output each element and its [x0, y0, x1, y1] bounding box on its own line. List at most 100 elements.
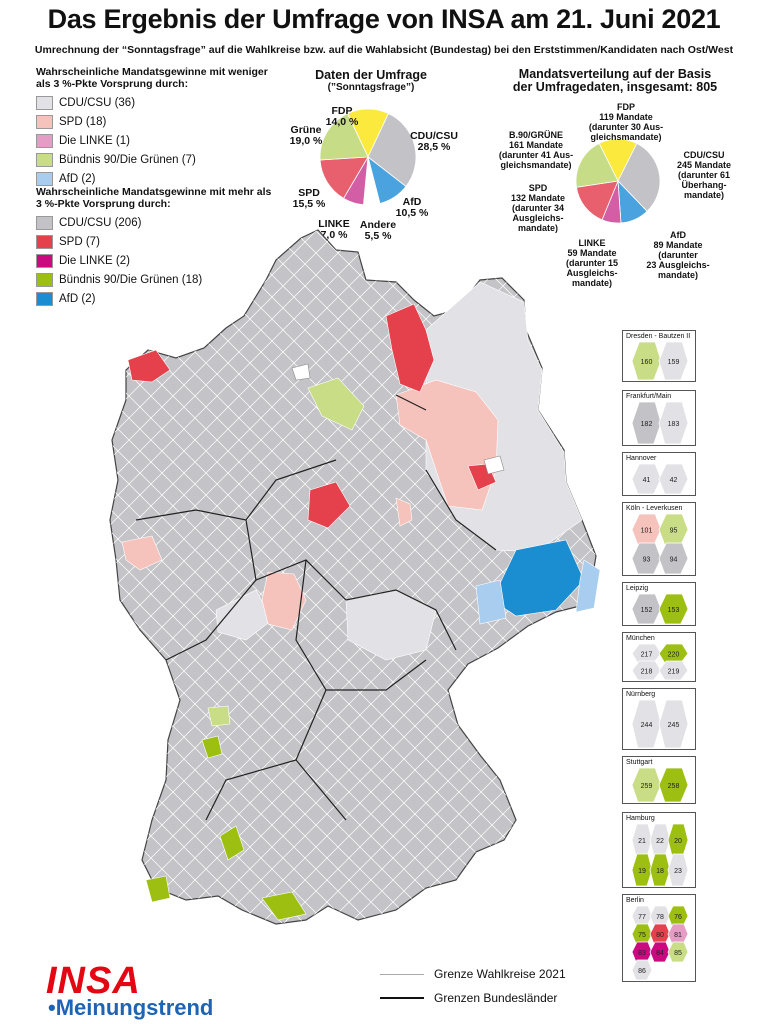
seats-slice-spd [576, 180, 619, 221]
poll-label-gruene: Grüne 19,0 % [289, 124, 323, 147]
inset-label: Leipzig [626, 585, 649, 592]
seats-pie-title: Mandatsverteilung auf der Basis der Umfr… [512, 67, 718, 94]
inset-dresden-bautzen-ii: 160 159 Dresden - Bautzen II [622, 330, 696, 382]
spd-dark-ostfriesland [127, 349, 171, 383]
inset-k-ln-leverkusen: 101 95 93 94 Köln - Leverkusen [622, 502, 696, 576]
poll-label-fdp: FDP 14,0 % [325, 105, 359, 128]
legend-swatch [36, 133, 53, 148]
seats-pie-chart [576, 139, 660, 223]
inset-map: 182 183 [631, 401, 689, 445]
legend-item-label: Bündnis 90/Die Grünen (7) [59, 153, 196, 166]
inset-district-number: 86 [638, 968, 646, 975]
germany-constituency-map [109, 229, 601, 925]
city-white-region [291, 363, 311, 381]
gruene-dark-freiburg [145, 875, 171, 903]
legend-state-border-label: Grenzen Bundesländer [434, 991, 558, 1005]
legend-item-label: AfD (2) [59, 292, 96, 305]
legend-item: Die LINKE (1) [36, 131, 276, 150]
inset-label: Hamburg [626, 815, 655, 822]
afd-light-saxony-west [475, 579, 507, 625]
poll-label-spd: SPD 15,5 % [292, 187, 326, 210]
inset-leipzig: 152 153 Leipzig [622, 582, 696, 626]
spd-dark-lowersaxony [307, 481, 351, 529]
poll-pie-chart [320, 109, 416, 205]
inset-district-number: 20 [674, 838, 682, 845]
legend-swatch [36, 114, 53, 129]
inset-district-number: 217 [641, 652, 653, 659]
legend-state-border: Grenzen Bundesländer [380, 991, 557, 1005]
inset-hannover: 41 42 Hannover [622, 452, 696, 496]
inset-map: 152 153 [631, 593, 689, 625]
inset-n-rnberg: 244 245 Nürnberg [622, 688, 696, 750]
inset-district-number: 21 [638, 838, 646, 845]
inset-label: Nürnberg [626, 691, 656, 698]
insa-logo: INSA [46, 960, 141, 1002]
inset-district-number: 85 [674, 950, 682, 957]
inset-district-number: 76 [674, 914, 682, 921]
legend-item: CDU/CSU (36) [36, 93, 276, 112]
inset-district-number: 258 [668, 783, 680, 790]
inset-district-number: 75 [638, 932, 646, 939]
spd-light-lowersaxony [395, 497, 413, 527]
inset-label: Frankfurt/Main [626, 393, 672, 400]
gruene-light-lowersaxony [307, 377, 365, 431]
legend-constituency-border: Grenze Wahlkreise 2021 [380, 967, 566, 981]
inset-map: 41 42 [631, 463, 689, 495]
gruene-dark-stuttgart-area [219, 825, 245, 861]
gruene-dark-bodensee [261, 891, 307, 921]
insa-logo-subtitle: •Meinungstrend [48, 995, 214, 1020]
inset-district-number: 160 [641, 359, 653, 366]
spd-light-nrw [121, 535, 163, 571]
legend-item: Bündnis 90/Die Grünen (18) [36, 270, 276, 289]
inset-district-number: 81 [674, 932, 682, 939]
spd-dark-mecklenburg [385, 303, 435, 393]
inset-district [658, 341, 689, 381]
inset-district [658, 513, 689, 546]
inset-district [658, 463, 689, 495]
inset-district-number: 80 [656, 932, 664, 939]
legend-item-label: SPD (7) [59, 235, 100, 248]
hesse-cdu-light-region [215, 589, 273, 641]
inset-frankfurt-main: 182 183 Frankfurt/Main [622, 390, 696, 446]
legend-swatch [36, 95, 53, 110]
legend-weak-heading: Wahrscheinliche Mandatsgewinne mit wenig… [36, 66, 268, 90]
inset-district-number: 259 [641, 783, 653, 790]
poll-label-andere: Andere 5,5 % [359, 219, 397, 242]
legend-item-label: AfD (2) [59, 172, 96, 185]
inset-hamburg: 21 22 20 19 18 23 Hamburg [622, 812, 696, 888]
inset-district-number: 101 [641, 528, 653, 535]
afd-light-saxony-east [575, 559, 601, 613]
inset-district-number: 218 [641, 669, 653, 676]
inset-district-number: 152 [641, 607, 653, 614]
legend-swatch [36, 152, 53, 167]
legend-item-label: CDU/CSU (206) [59, 216, 142, 229]
gruene-dark-heidelberg [201, 735, 223, 759]
legend-strong: Wahrscheinliche Mandatsgewinne mit mehr … [36, 186, 276, 308]
inset-district-number: 78 [656, 914, 664, 921]
state-border-lines [135, 394, 497, 821]
inset-map: 77 78 76 75 80 81 83 84 85 86 [631, 905, 689, 981]
inset-district-number: 84 [656, 950, 664, 957]
page-subtitle: Umrechnung der “Sonntagsfrage” auf die W… [34, 44, 734, 56]
inset-district-number: 77 [638, 914, 646, 921]
seats-label-spd: SPD 132 Mandate (darunter 34 Ausgleichs-… [510, 183, 566, 233]
poll-label-cdu: CDU/CSU 28,5 % [410, 130, 458, 153]
inset-label: Köln - Leverkusen [626, 505, 683, 512]
inset-district-number: 22 [656, 838, 664, 845]
inset-district-number: 93 [643, 557, 651, 564]
legend-item-label: Die LINKE (1) [59, 134, 130, 147]
inset-map: 217 220 218 219 [631, 643, 689, 681]
seats-slice-cdu-csu [617, 142, 660, 212]
legend-item: Die LINKE (2) [36, 251, 276, 270]
inset-district [667, 941, 689, 963]
inset-map: 101 95 93 94 [631, 513, 689, 575]
inset-district-number: 18 [656, 868, 664, 875]
legend-item: Bündnis 90/Die Grünen (7) [36, 150, 276, 169]
inset-district-number: 41 [643, 477, 651, 484]
seats-label-linke: LINKE 59 Mandate (darunter 15 Ausgleichs… [565, 238, 618, 288]
constituency-border-sample [380, 973, 424, 975]
legend-swatch [36, 215, 53, 230]
legend-item: AfD (2) [36, 169, 276, 188]
poll-label-afd: AfD 10,5 % [395, 196, 429, 219]
seats-slice-b-90-gr-ne [576, 142, 619, 188]
